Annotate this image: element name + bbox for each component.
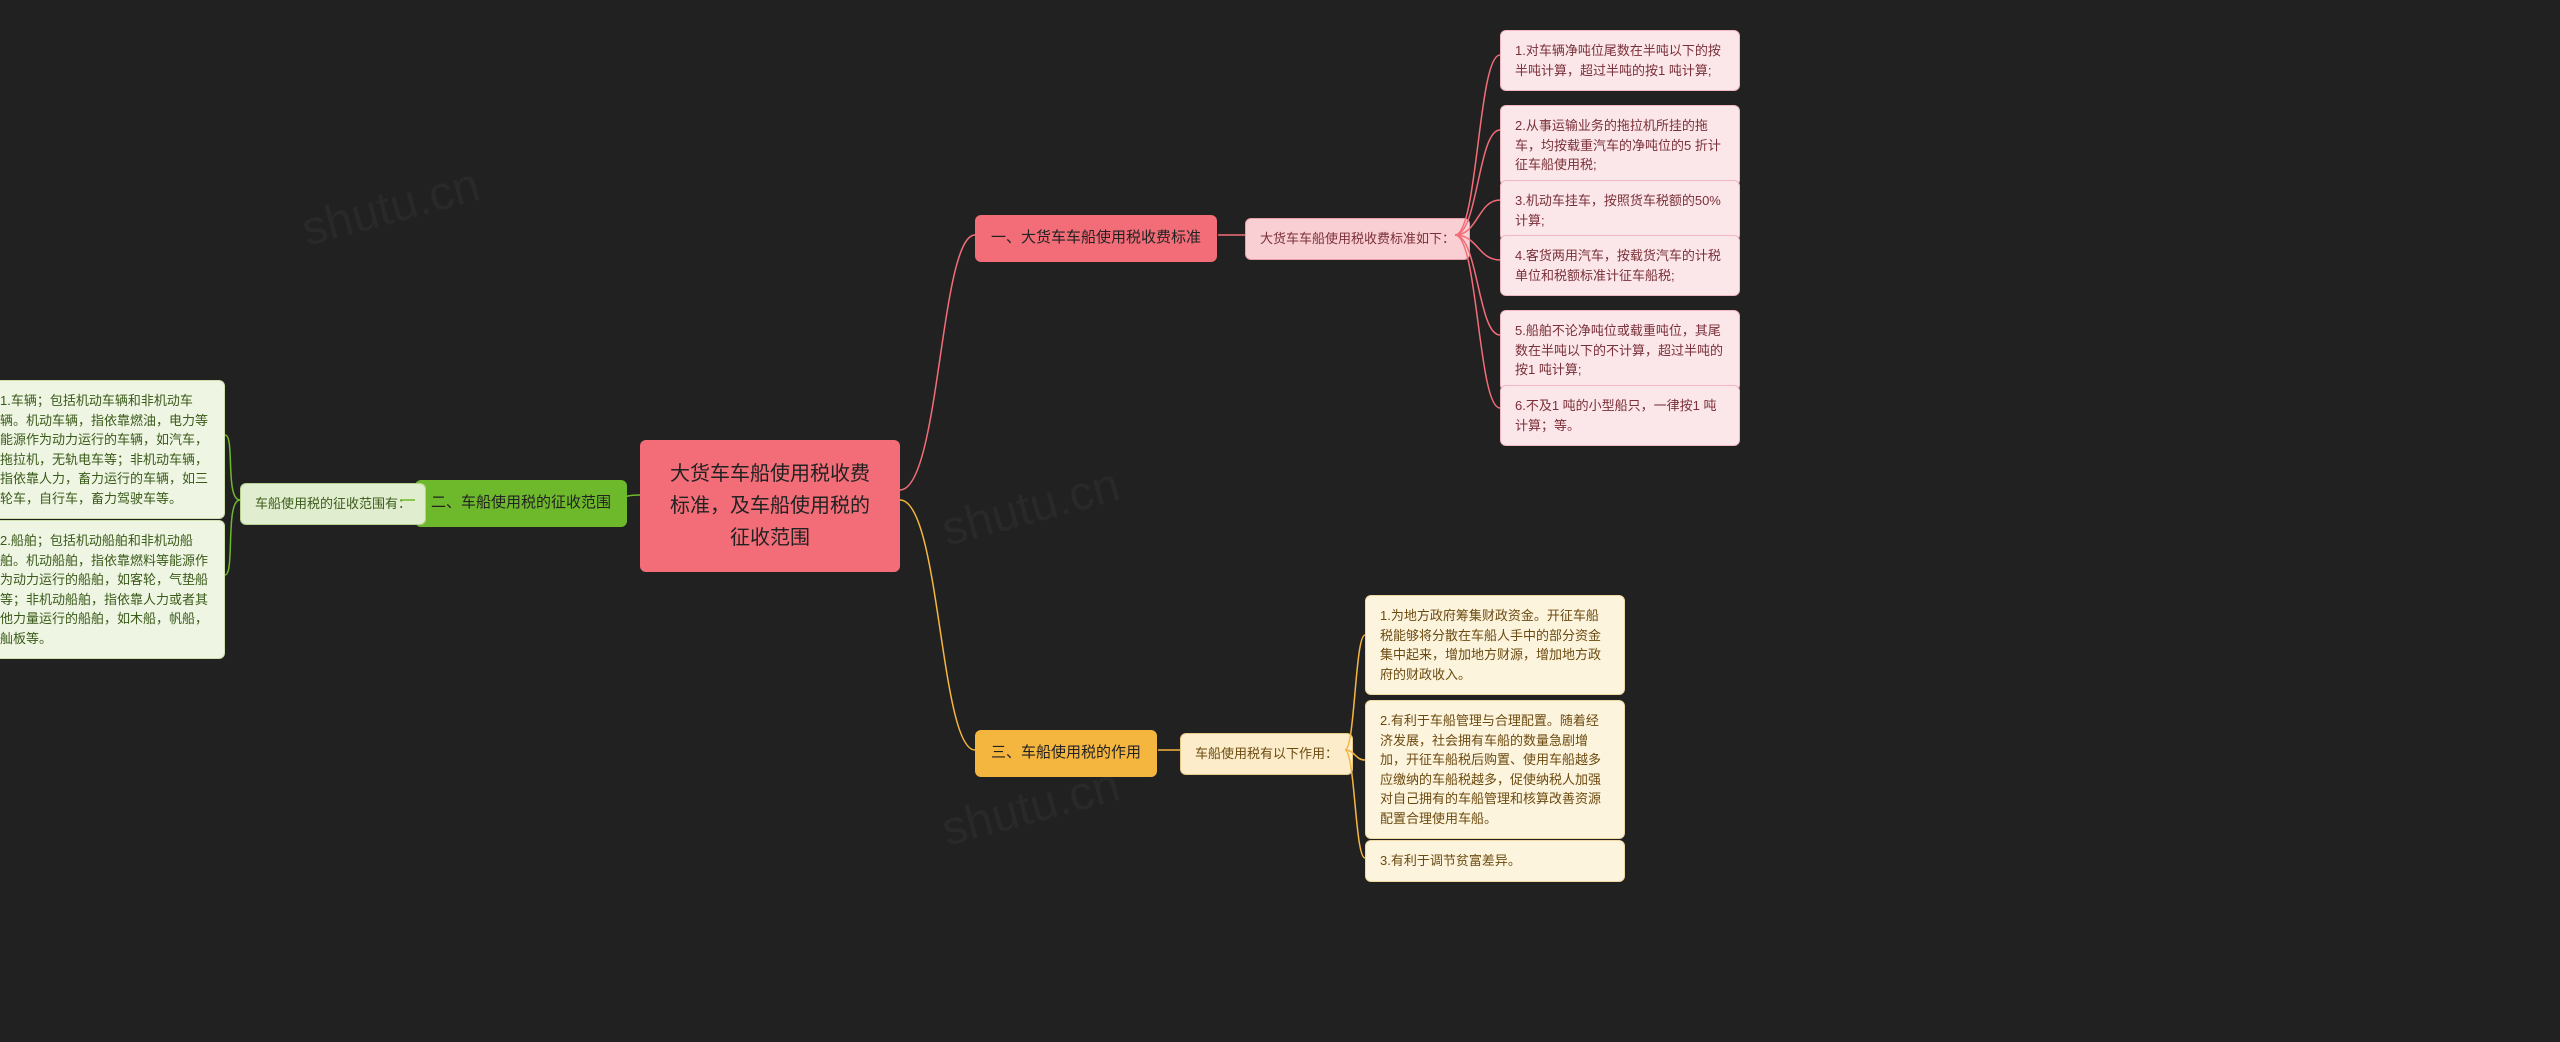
- root-node: 大货车车船使用税收费标准，及车船使用税的征收范围: [640, 440, 900, 572]
- branch-3-leaf-0: 1.为地方政府筹集财政资金。开征车船税能够将分散在车船人手中的部分资金集中起来，…: [1365, 595, 1625, 695]
- watermark: shutu.cn: [936, 457, 1126, 557]
- branch-2: 二、车船使用税的征收范围: [415, 480, 627, 527]
- branch-2-leaf-0: 1.车辆；包括机动车辆和非机动车辆。机动车辆，指依靠燃油，电力等能源作为动力运行…: [0, 380, 225, 519]
- branch-3-sub: 车船使用税有以下作用：: [1180, 733, 1353, 775]
- branch-1: 一、大货车车船使用税收费标准: [975, 215, 1217, 262]
- branch-2-leaf-1: 2.船舶；包括机动船舶和非机动船舶。机动船舶，指依靠燃料等能源作为动力运行的船舶…: [0, 520, 225, 659]
- branch-1-leaf-1: 2.从事运输业务的拖拉机所挂的拖车，均按载重汽车的净吨位的5 折计征车船使用税;: [1500, 105, 1740, 186]
- branch-3-leaf-2: 3.有利于调节贫富差异。: [1365, 840, 1625, 882]
- branch-3: 三、车船使用税的作用: [975, 730, 1157, 777]
- branch-1-leaf-3: 4.客货两用汽车，按载货汽车的计税单位和税额标准计征车船税;: [1500, 235, 1740, 296]
- branch-1-leaf-2: 3.机动车挂车，按照货车税额的50%计算;: [1500, 180, 1740, 241]
- branch-2-sub: 车船使用税的征收范围有：: [240, 483, 426, 525]
- branch-1-leaf-0: 1.对车辆净吨位尾数在半吨以下的按半吨计算，超过半吨的按1 吨计算;: [1500, 30, 1740, 91]
- branch-1-leaf-4: 5.船舶不论净吨位或载重吨位，其尾数在半吨以下的不计算，超过半吨的按1 吨计算;: [1500, 310, 1740, 391]
- branch-1-sub: 大货车车船使用税收费标准如下：: [1245, 218, 1470, 260]
- branch-3-leaf-1: 2.有利于车船管理与合理配置。随着经济发展，社会拥有车船的数量急剧增加，开征车船…: [1365, 700, 1625, 839]
- branch-1-leaf-5: 6.不及1 吨的小型船只，一律按1 吨计算；等。: [1500, 385, 1740, 446]
- watermark: shutu.cn: [296, 157, 486, 257]
